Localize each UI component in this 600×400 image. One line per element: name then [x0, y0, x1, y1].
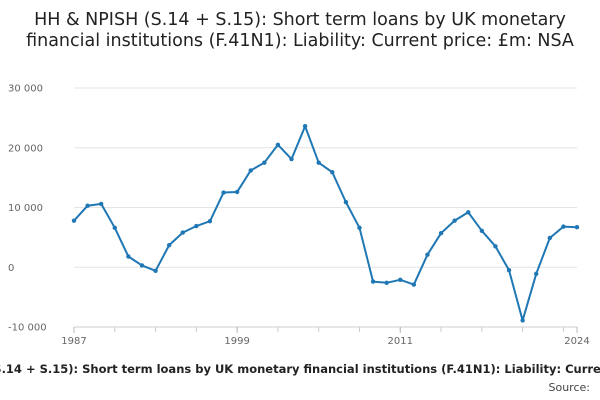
source-label: Source:: [548, 381, 591, 394]
x-tick-label: 1987: [61, 336, 86, 347]
x-tick-label: 2011: [388, 336, 413, 347]
x-axis: [73, 326, 578, 333]
y-tick-label: 30 000: [8, 84, 43, 95]
data-point[interactable]: [71, 218, 77, 223]
data-point[interactable]: [126, 254, 131, 259]
series-layer: [71, 124, 580, 323]
data-point[interactable]: [194, 223, 199, 229]
x-tick-label: 1999: [224, 336, 249, 347]
data-point[interactable]: [248, 168, 253, 173]
data-point[interactable]: [438, 230, 444, 236]
x-tick-label: 2024: [564, 336, 589, 347]
legend: HH & NPISH (S.14 + S.15): Short term loa…: [0, 362, 600, 378]
data-point[interactable]: [370, 279, 376, 284]
data-point[interactable]: [452, 218, 457, 223]
data-point[interactable]: [547, 235, 553, 241]
data-point[interactable]: [411, 282, 417, 287]
data-point[interactable]: [466, 210, 471, 215]
data-point[interactable]: [479, 228, 485, 234]
y-tick-label: 10 000: [8, 203, 43, 214]
data-point[interactable]: [234, 189, 240, 195]
grid-layer: [74, 87, 577, 268]
legend-series-label: HH & NPISH (S.14 + S.15): Short term loa…: [0, 362, 600, 376]
data-point[interactable]: [221, 190, 226, 195]
data-point[interactable]: [180, 230, 185, 235]
data-point[interactable]: [302, 124, 308, 129]
data-point[interactable]: [262, 160, 267, 165]
data-point[interactable]: [153, 268, 158, 274]
y-tick-label: 20 000: [8, 143, 43, 154]
data-point[interactable]: [425, 252, 430, 257]
y-tick-label: -10 000: [8, 323, 47, 334]
data-point[interactable]: [357, 225, 362, 231]
data-point[interactable]: [166, 242, 172, 248]
data-point[interactable]: [398, 277, 403, 282]
data-point[interactable]: [316, 160, 321, 165]
series-line: [73, 125, 578, 322]
y-axis-labels: -10 000 0 10 000 20 000 30 000: [8, 84, 47, 334]
data-point[interactable]: [85, 203, 90, 208]
data-point[interactable]: [275, 142, 281, 147]
data-point[interactable]: [384, 280, 389, 285]
data-point[interactable]: [207, 219, 213, 224]
data-point[interactable]: [520, 318, 525, 323]
data-point[interactable]: [506, 268, 512, 273]
y-tick-label: 0: [8, 263, 14, 274]
data-point[interactable]: [574, 225, 580, 230]
data-point[interactable]: [534, 271, 539, 277]
x-axis-labels: 1987 1999 2011 2024: [61, 336, 589, 347]
chart-title: HH & NPISH (S.14 + S.15): Short term loa…: [26, 10, 574, 51]
data-point[interactable]: [493, 244, 498, 249]
data-point[interactable]: [561, 224, 566, 229]
data-point[interactable]: [98, 201, 104, 207]
data-point[interactable]: [330, 170, 335, 175]
data-point[interactable]: [139, 263, 145, 268]
data-point[interactable]: [289, 156, 294, 162]
data-point[interactable]: [112, 225, 117, 231]
data-point[interactable]: [343, 199, 349, 205]
